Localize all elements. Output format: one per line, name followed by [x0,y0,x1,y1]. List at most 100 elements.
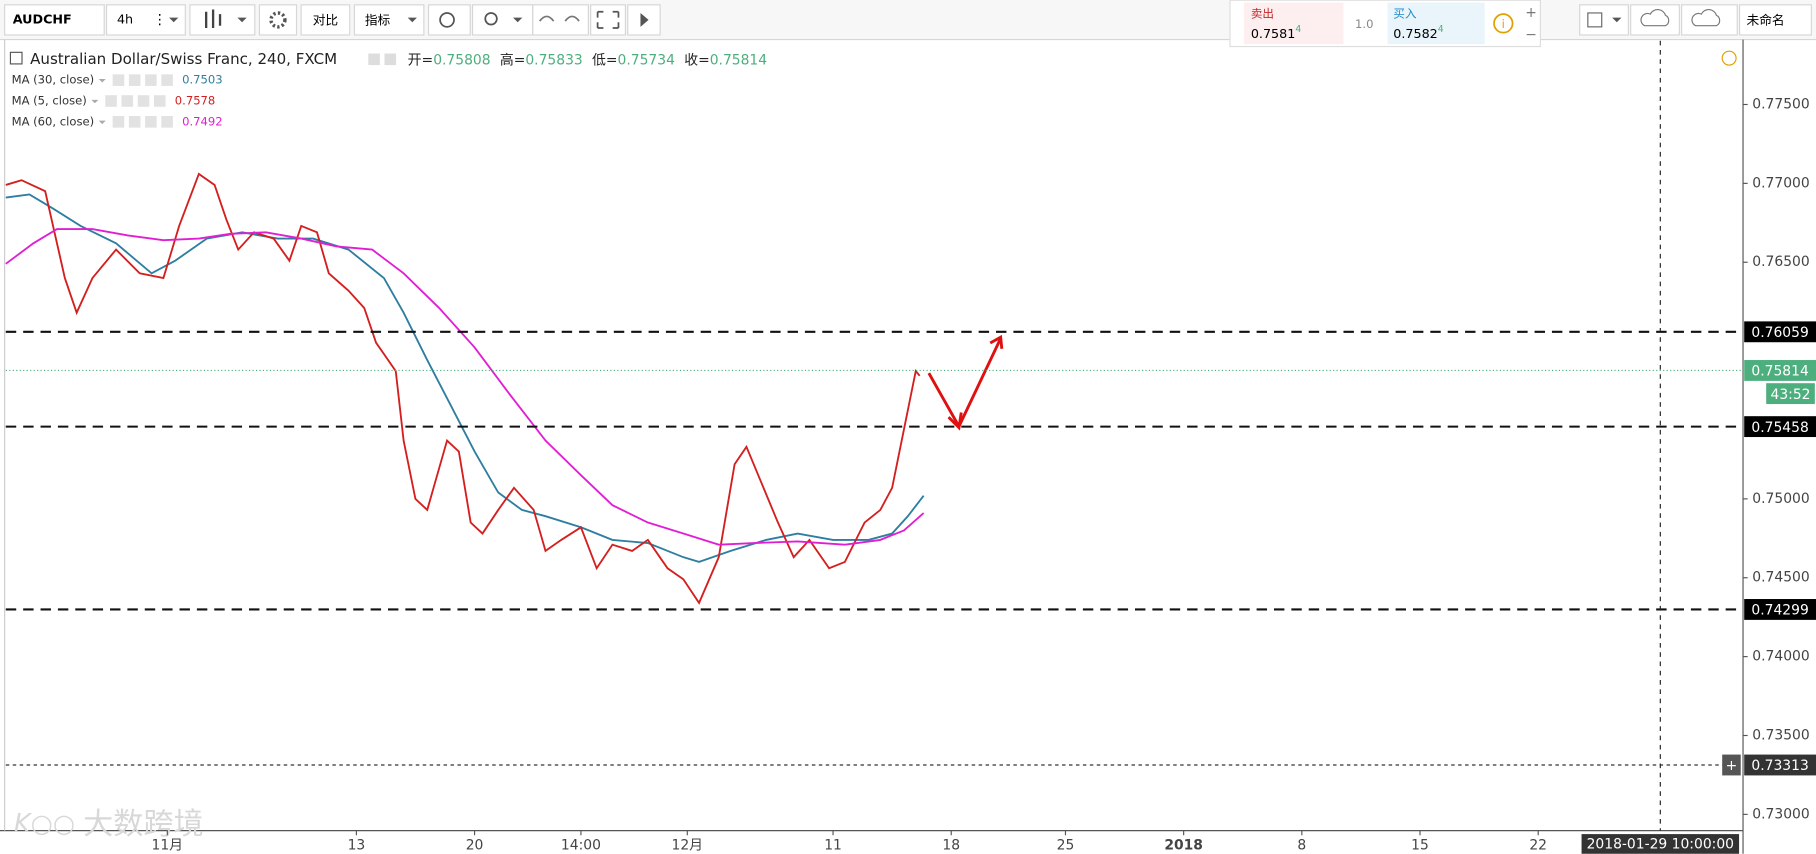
x-tick-label: 22 [1529,838,1547,854]
settings-box[interactable] [258,4,298,36]
last-price-box [1744,360,1816,381]
alert-box[interactable] [427,4,471,36]
watermark-text: 大数跨境 [83,806,203,841]
info-icon[interactable] [1493,13,1514,34]
cloud-icon[interactable] [1640,8,1670,27]
ohlc-value: 0.75814 [710,52,768,68]
header-icon[interactable] [368,53,380,66]
info-glyph[interactable]: i [1502,17,1505,31]
layout-name[interactable]: 未命名 [1747,13,1785,29]
crosshair-label: 2018-01-29 10:00:00 [1587,837,1734,853]
play-icon[interactable] [640,12,649,27]
legend-value: 0.7578 [175,93,216,107]
indicators[interactable]: 指标 [365,14,391,29]
buy-button[interactable] [1387,2,1485,45]
minus-button[interactable]: − [1525,27,1537,43]
menu-dots[interactable]: ⋮ [153,12,167,28]
buy-pip[interactable]: 4 [1438,24,1444,35]
sell-price[interactable]: 0.75814 [1251,24,1302,42]
legend-icon [112,74,125,86]
legend-icon [145,74,157,86]
settings-icon[interactable] [269,11,287,29]
countdown-box [1766,383,1815,405]
plus-glyph: + [1726,758,1738,774]
x-tick-label: 12月 [672,838,704,854]
compare-box[interactable] [300,4,351,36]
y-tick-label: 0.74000 [1752,649,1809,665]
dropdown-icon[interactable] [169,17,179,23]
candle-icon[interactable] [204,9,222,29]
dropdown-icon[interactable] [513,17,523,23]
ohlc-label: 开= [408,52,434,68]
fullscreen-icon[interactable] [596,10,620,29]
dropdown-icon[interactable] [1612,17,1622,23]
undo-redo-icon[interactable] [539,15,580,22]
ohlc-label: 低= [592,52,618,68]
level-label: 0.74299 [1751,603,1808,619]
sell-price-main[interactable]: 0.7581 [1251,26,1296,41]
compare[interactable]: 对比 [313,14,338,29]
sell-button[interactable] [1243,2,1344,45]
legend-dropdown [91,99,99,104]
x-tick-label: 15 [1411,838,1429,854]
y-tick-label: 0.75000 [1752,491,1809,507]
y-tick-label: 0.76500 [1752,254,1809,270]
buy-price-main[interactable]: 0.7582 [1393,26,1438,41]
level-label: 0.76059 [1751,325,1808,341]
symbol[interactable]: AUDCHF [13,12,72,27]
legend-icon [121,95,134,107]
ideas-box[interactable] [471,4,534,36]
interval[interactable]: 4h [117,12,133,27]
legend-icon [105,95,117,107]
symbol-box[interactable] [4,4,105,36]
dotted-level-box [1744,754,1816,776]
last-price-label: 0.75814 [1751,364,1809,380]
rect-tool-box[interactable] [1579,4,1629,36]
chart-style-box[interactable] [189,4,256,36]
legend-icon [128,116,141,128]
legend: MA (30, close) 0.7503 MA (5, close) 0.7578 M… [12,73,223,129]
watermark: K○○ 大数跨境 [14,806,204,841]
legend-name: MA (60, close) [12,114,95,128]
legend-icon [137,95,150,107]
collapse-icon[interactable] [9,51,23,65]
dropdown-icon[interactable] [407,17,417,23]
chart-title: Australian Dollar/Swiss Franc, 240, FXCM [30,50,337,68]
level-box [1744,416,1816,438]
ohlc-value: 0.75833 [525,52,582,68]
plus-button[interactable]: + [1525,5,1537,21]
x-tick-label: 11月 [152,838,184,854]
crosshair-box [1581,834,1740,854]
sell-pip[interactable]: 4 [1295,24,1301,35]
ma-line [5,228,925,546]
fullscreen-box[interactable] [590,4,626,36]
layout-box[interactable] [1738,4,1812,36]
x-tick-label: 8 [1297,838,1306,854]
legend-name: MA (30, close) [12,73,95,87]
buy-price[interactable]: 0.75824 [1393,24,1444,42]
ohlc-label: 收= [684,52,710,68]
level-label: 0.75458 [1751,420,1808,436]
ohlc-label: 高= [500,51,526,68]
dropdown-icon[interactable] [237,17,247,23]
idea-icon[interactable] [484,12,498,26]
rect-icon[interactable] [1587,12,1603,28]
legend-dropdown [98,78,106,83]
cloud-icon[interactable] [1691,8,1721,27]
legend-icon [161,74,173,86]
y-tick-label: 0.73500 [1752,727,1809,743]
y-tick-label: 0.73000 [1752,806,1809,822]
ohlc-values: 开=0.75808 高=0.75833 低=0.75734 收=0.75814 [408,51,768,68]
y-tick-label: 0.74500 [1752,570,1809,586]
alert-icon[interactable] [439,12,455,28]
sell-label[interactable]: 卖出 [1251,7,1274,21]
legend-icon [161,116,173,128]
header-icon[interactable] [384,53,397,66]
buy-label[interactable]: 买入 [1393,7,1417,21]
y-tick-label: 0.77500 [1752,96,1809,112]
legend-value: 0.7492 [182,114,223,128]
alert-marker[interactable] [1721,50,1737,66]
x-tick-label: 25 [1057,838,1075,854]
countdown: 43:52 [1771,387,1811,403]
